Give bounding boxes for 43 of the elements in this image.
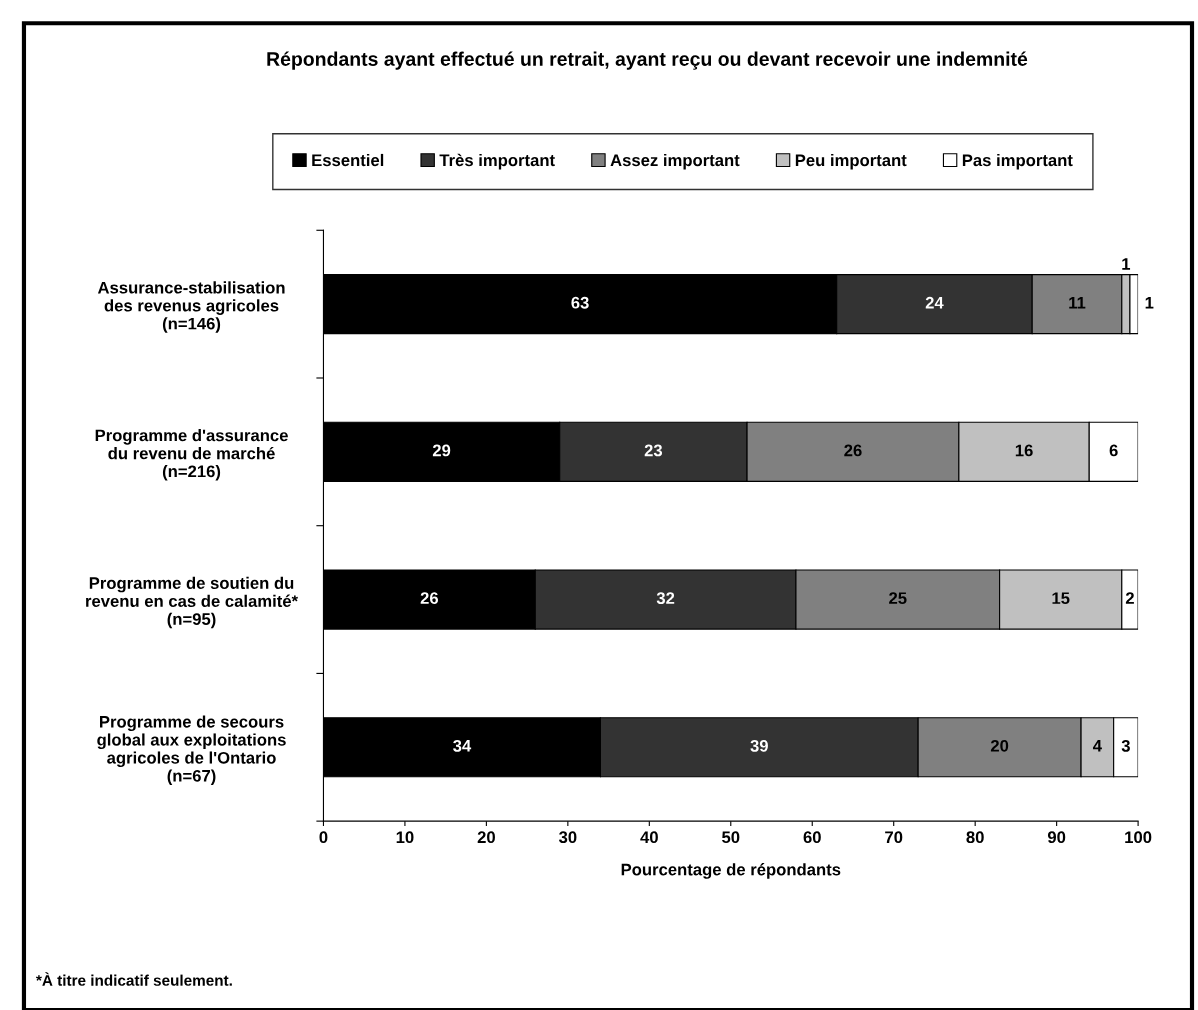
x-axis-title: Pourcentage de répondants: [621, 863, 841, 879]
data-label: 4: [1092, 740, 1102, 752]
data-label: 16: [1015, 444, 1033, 457]
legend-label: Peu important: [795, 153, 907, 170]
data-label: 29: [432, 444, 451, 457]
legend-label: Très important: [439, 153, 555, 170]
text: *À titre indicatif seulement.: [35, 972, 232, 986]
data-label: 26: [420, 592, 439, 605]
legend-label: Essentiel: [312, 153, 384, 167]
data-label: 20: [990, 739, 1009, 752]
data-label: 63: [571, 296, 589, 309]
x-tick-label: 40: [640, 831, 658, 844]
x-tick-label: 50: [722, 831, 740, 844]
data-label: 1: [1145, 296, 1154, 309]
data-label: 2: [1125, 592, 1134, 604]
data-label: 15: [1052, 592, 1070, 605]
data-label: 39: [750, 739, 768, 752]
data-label: 3: [1121, 739, 1130, 752]
chart-title: Répondants ayant effectué un retrait, ayant reçu ou devant recevoir une indemnité: [267, 51, 1028, 70]
x-tick-label: 80: [966, 831, 984, 844]
y-tick-label: Programme de soutien du revenu en cas de calamité* (n=95): [86, 576, 299, 629]
y-tick-label: Programme d'assurance du revenu de marché (n=216): [95, 429, 288, 481]
legend-label: Assez important: [610, 153, 740, 170]
data-label: 1: [1122, 258, 1131, 270]
data-label: 34: [453, 739, 472, 752]
data-label: 25: [889, 592, 907, 605]
x-tick-label: 90: [1047, 831, 1066, 844]
data-label: 26: [844, 444, 862, 457]
x-tick-label: 60: [803, 831, 821, 844]
data-label: 23: [644, 444, 663, 457]
x-tick-label: 0: [319, 831, 328, 844]
x-tick-label: 10: [396, 831, 414, 844]
y-tick-label: Programme de secours global aux exploitations agricoles de l'Ontario (n=67): [97, 715, 286, 786]
y-tick-label: Assurance-stabilisation des revenus agricoles (n=146): [97, 281, 285, 333]
x-tick-label: 70: [885, 831, 903, 844]
data-label: 6: [1109, 444, 1118, 457]
x-tick-label: 30: [558, 831, 577, 844]
data-label: 24: [925, 296, 944, 309]
data-label: 32: [656, 592, 675, 605]
legend-label: Pas important: [962, 153, 1073, 170]
x-tick-label: 20: [477, 831, 495, 844]
data-label: 11: [1069, 296, 1086, 309]
x-tick-label: 100: [1125, 831, 1152, 844]
